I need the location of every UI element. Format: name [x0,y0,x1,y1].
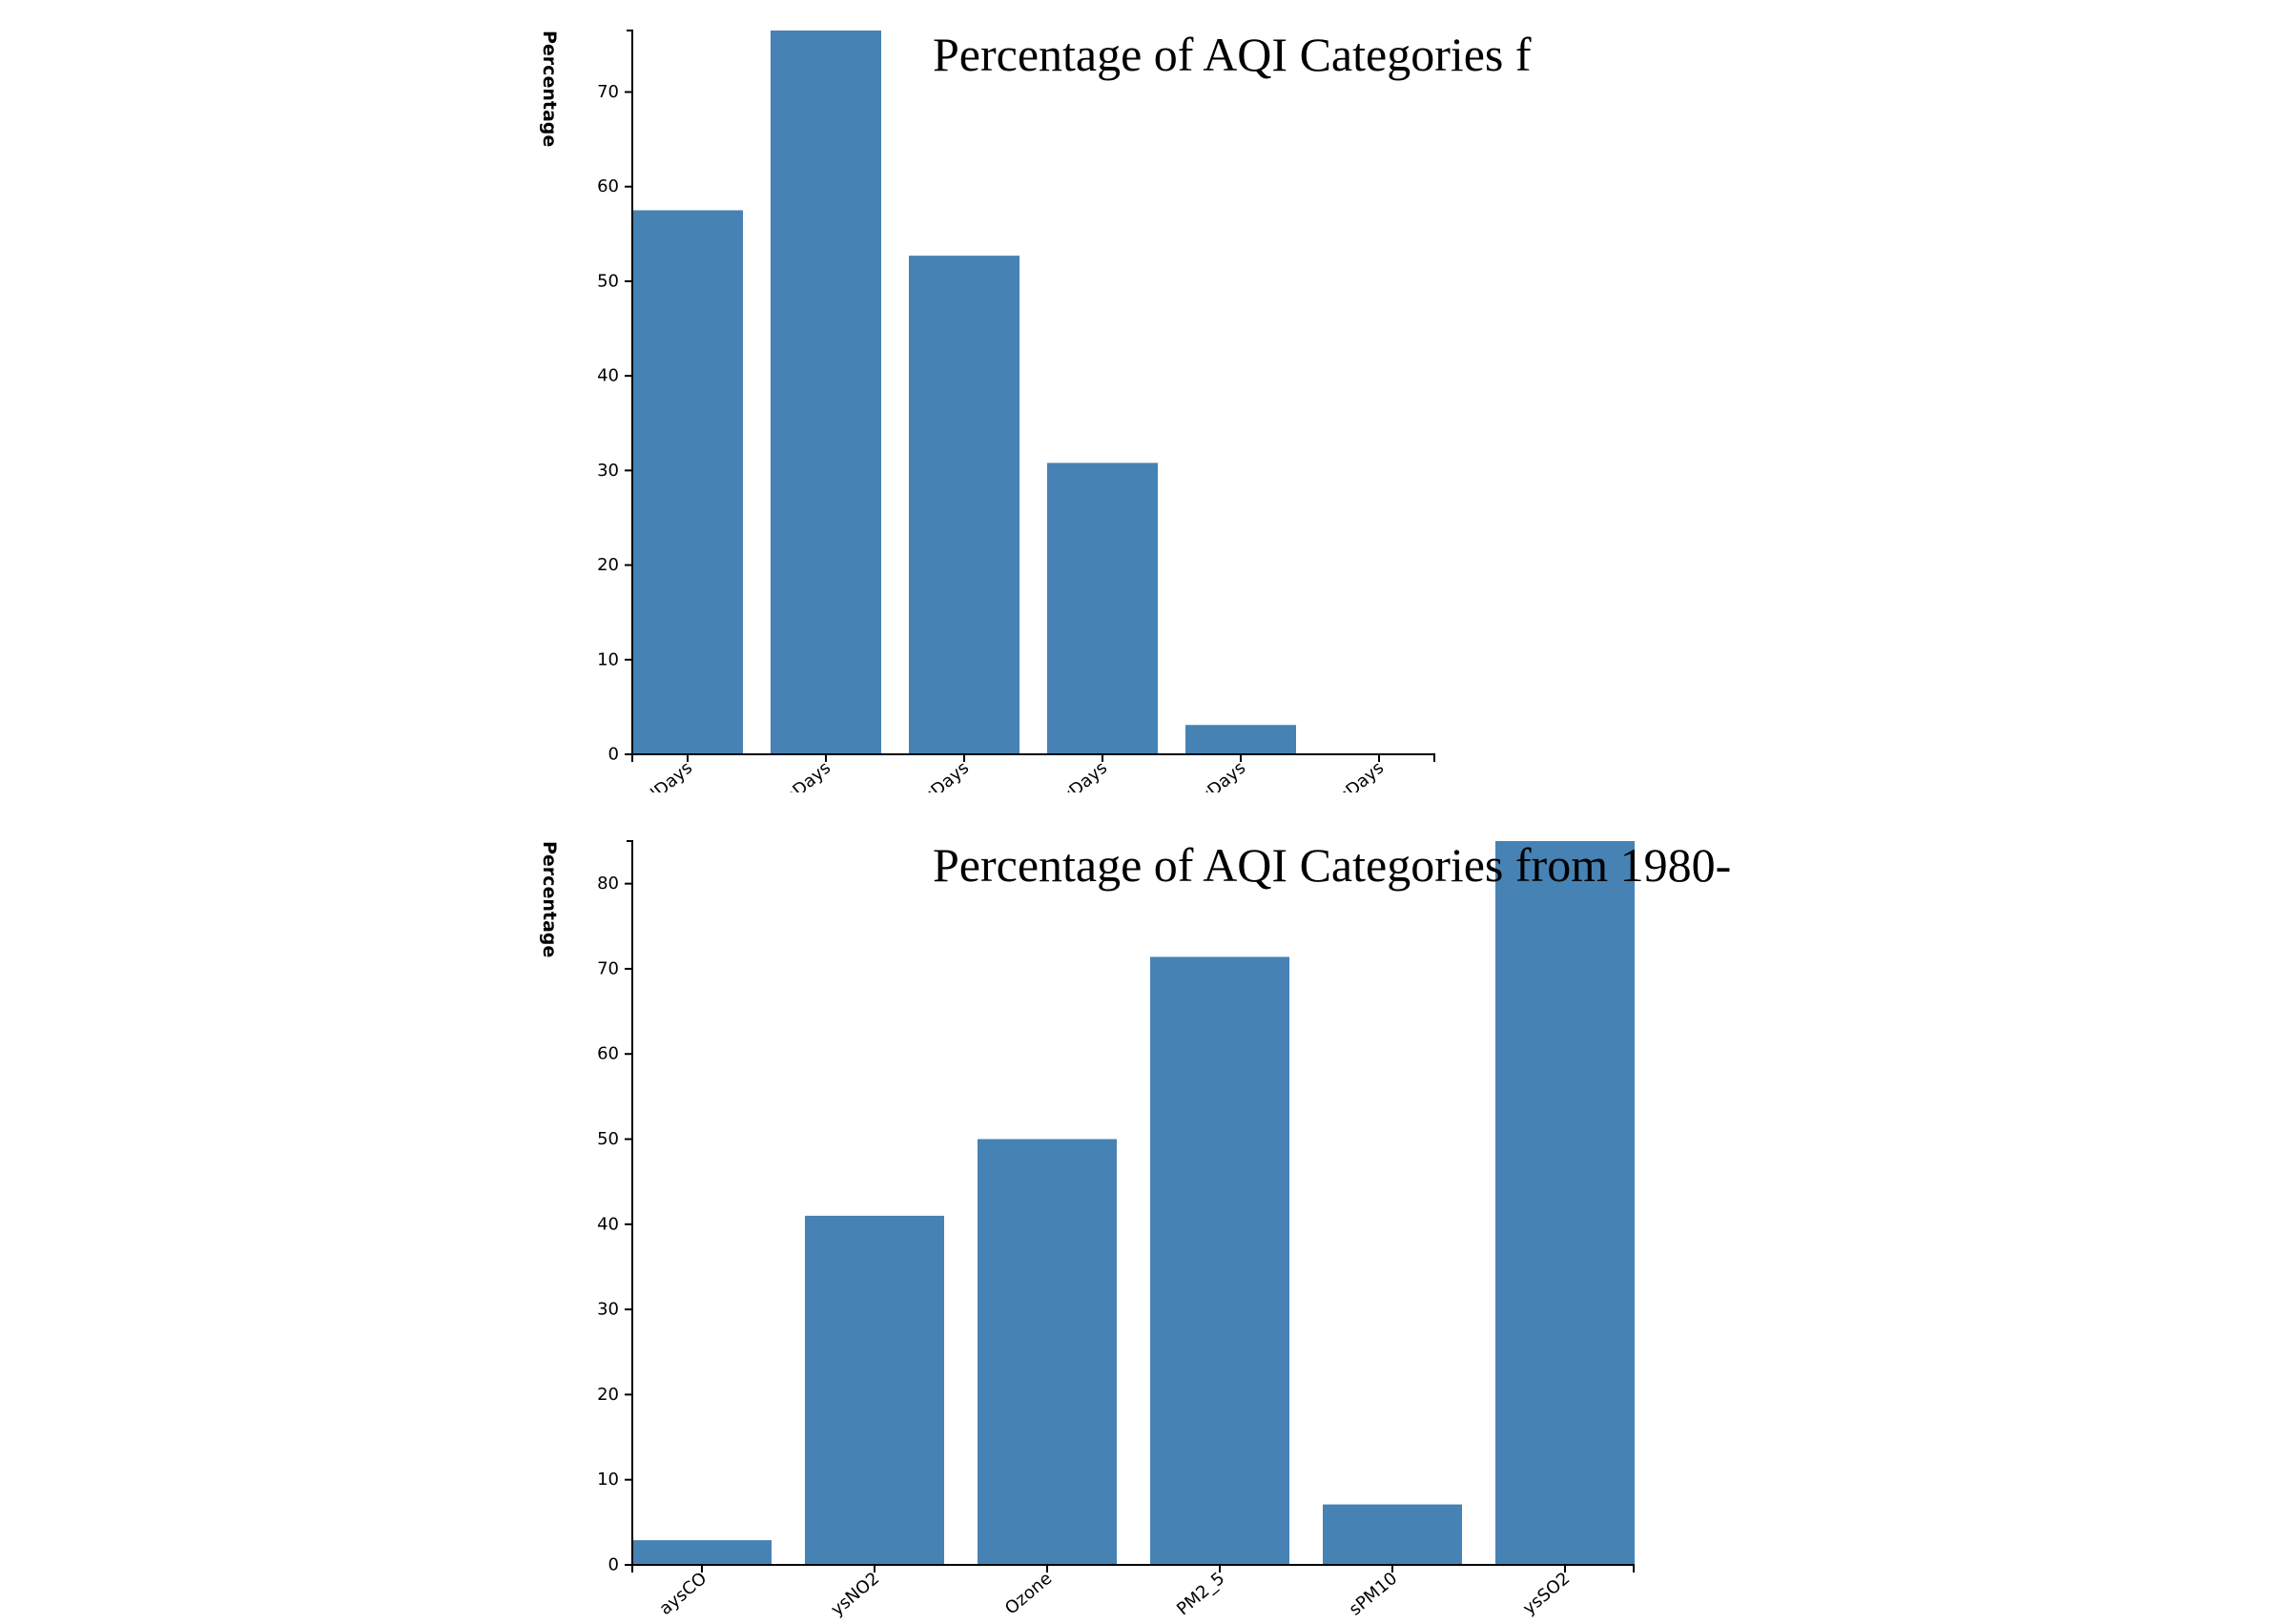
chart-1-y-tick-label: 50 [597,271,619,291]
chart-2-x-tick-label: PM2_5 [1173,1569,1228,1620]
chart-2-y-tick-label: 40 [597,1214,619,1234]
chart-2-bar-4 [1150,956,1289,1565]
chart-1-x-tick-label: eDays [781,758,834,808]
chart-1-y-tick-label: 60 [597,176,619,196]
chart-1-bar-3 [909,256,1019,755]
chart-2-y-tick-label: 30 [597,1300,619,1320]
chart-1-bars [632,31,1296,755]
chart-2-y-axis: 0 10 20 30 40 50 60 70 80 [597,840,633,1575]
chart-1-x-axis-line [631,753,1435,762]
chart-1-bar-2 [771,31,881,754]
chart-2: Percentage of AQI Categories from 1980- … [539,838,1731,1620]
chart-2-x-axis [631,1564,1635,1573]
chart-2-y-axis-label: Percentage [539,841,560,957]
chart-1-x-tick-label: dDays [643,758,697,808]
chart-1-y-tick-label: 0 [608,745,619,765]
chart-1-x-tick-labels: dDays eDays sDays tyDays lyDays sDays [643,758,1389,812]
chart-2-y-tick-label: 10 [597,1470,619,1490]
chart-1-bar-5 [1185,725,1296,754]
chart-2-x-tick-label: Ozone [1001,1569,1056,1619]
chart-2-x-tick-label: ysSO2 [1519,1569,1574,1619]
chart-2-bar-6 [1495,841,1635,1565]
chart-2-y-tick-label: 50 [597,1129,619,1149]
chart-2-x-tick-label: sPM10 [1346,1569,1401,1620]
chart-2-x-axis-line [631,1564,1635,1573]
chart-1: Percentage of AQI Categories f 0 10 20 30 40… [539,28,1532,812]
chart-1-title: Percentage of AQI Categories f [933,28,1532,81]
chart-1-y-tick-label: 10 [597,649,619,669]
chart-1-bar-1 [632,210,743,754]
chart-2-bar-5 [1323,1504,1462,1565]
chart-1-x-tick-label: sDays [920,758,973,807]
chart-2-y-axis-line [627,840,633,1566]
chart-2-bar-1 [632,1540,772,1565]
chart-2-title: Percentage of AQI Categories from 1980- [933,838,1731,892]
chart-2-y-tick-label: 80 [597,874,619,894]
chart-2-y-tick-label: 20 [597,1385,619,1405]
chart-1-x-axis [631,753,1435,762]
chart-1-y-tick-label: 40 [597,366,619,386]
chart-1-bar-4 [1047,463,1158,754]
chart-1-y-tick-label: 70 [597,82,619,102]
chart-2-x-tick-labels: aysCO ysNO2 Ozone PM2_5 sPM10 ysSO2 [655,1569,1574,1620]
chart-2-bars [632,841,1635,1565]
chart-1-y-tick-label: 20 [597,555,619,575]
chart-2-x-tick-label: aysCO [655,1569,711,1619]
chart-1-x-tick-label: lyDays [1192,758,1249,811]
chart-2-y-tick-label: 60 [597,1044,619,1064]
chart-2-y-tick-label: 70 [597,958,619,978]
chart-1-y-axis-label: Percentage [539,31,560,147]
chart-2-bar-2 [805,1215,944,1565]
chart-2-x-tick-label: ysNO2 [827,1569,883,1620]
chart-1-x-tick-label: tyDays [1053,758,1111,812]
chart-1-x-tick-label: sDays [1335,758,1388,807]
chart-1-y-axis: 0 10 20 30 40 50 60 70 [597,30,633,765]
chart-2-y-tick-label: 0 [608,1555,619,1575]
chart-1-y-tick-label: 30 [597,461,619,481]
chart-2-bar-3 [978,1139,1117,1565]
chart-1-y-axis-line [627,30,633,755]
